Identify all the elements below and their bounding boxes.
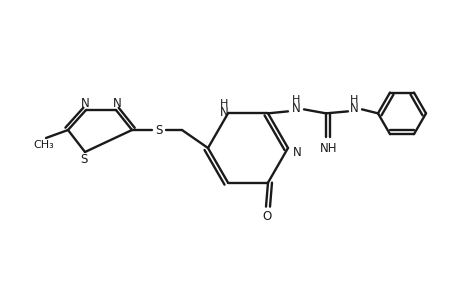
Text: S: S (155, 124, 162, 136)
Text: CH₃: CH₃ (34, 140, 54, 150)
Text: N: N (219, 106, 228, 119)
Text: H: H (349, 95, 358, 105)
Text: H: H (219, 99, 228, 110)
Text: S: S (80, 152, 88, 166)
Text: N: N (349, 102, 358, 115)
Text: H: H (291, 95, 300, 105)
Text: N: N (112, 97, 121, 110)
Text: N: N (291, 102, 300, 115)
Text: O: O (262, 210, 271, 223)
Text: N: N (292, 146, 301, 158)
Text: N: N (80, 97, 89, 110)
Text: NH: NH (319, 142, 337, 155)
